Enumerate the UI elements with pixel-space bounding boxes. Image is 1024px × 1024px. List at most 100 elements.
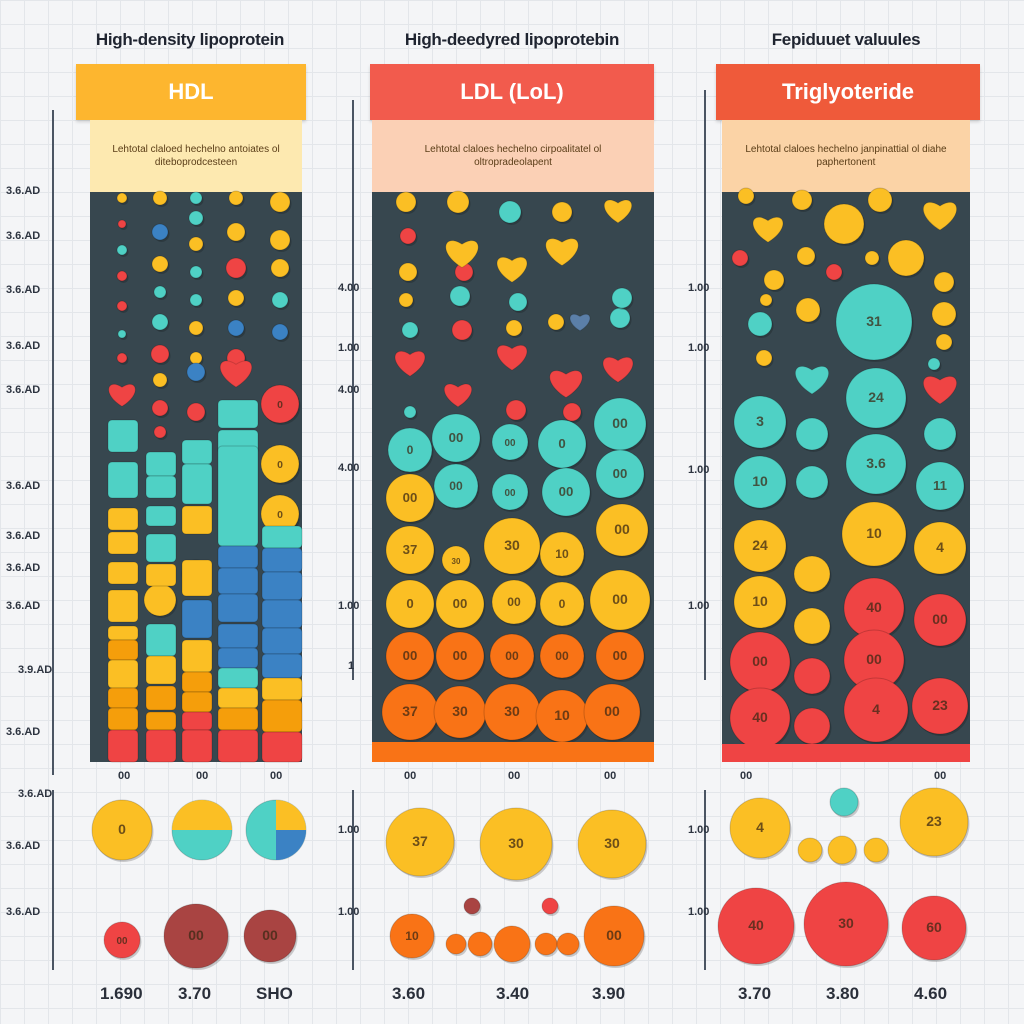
hdl-tick: 3.6.AD (6, 562, 41, 574)
hdl-particle (269, 191, 291, 213)
tg-particle (931, 301, 957, 327)
bubble-label: 37 (402, 703, 418, 719)
hdl-bar-segment (261, 525, 303, 549)
ldl-base-band (372, 742, 654, 762)
hdl-particle (117, 219, 127, 229)
bubble-label: 0 (277, 460, 283, 471)
bubble-label: 30 (504, 537, 520, 553)
ldl-particle (463, 897, 481, 915)
bubble-label: 00 (403, 648, 418, 663)
ldl-particle (551, 201, 573, 223)
hdl-bar-segment (217, 593, 259, 623)
tg-bubble (913, 521, 967, 575)
ldl-y-axis (352, 100, 354, 680)
bubble-label: 00 (613, 648, 628, 663)
ldl-bubble (491, 579, 537, 625)
ldl-bubble (385, 525, 435, 575)
tg-col-label: 00 (934, 770, 947, 782)
ldl-tick: 1 (348, 660, 355, 672)
tg-particle (935, 333, 953, 351)
bubble-label: 4 (936, 539, 944, 555)
ldl-bubble (595, 631, 645, 681)
ldl-tick: 4.00 (338, 384, 360, 396)
hdl-particle (270, 258, 290, 278)
bubble-label: 37 (412, 833, 428, 849)
hdl-particle (143, 583, 177, 617)
hdl-bar-segment (145, 623, 177, 657)
hdl-bottom-value: 3.70 (178, 984, 212, 1003)
tg-bubble (845, 367, 907, 429)
tg-particle (795, 417, 829, 451)
heart-icon (603, 199, 633, 224)
ldl-subtitle: Lehtotal claloes hechelno cirpoalitatel … (372, 120, 654, 192)
heart-icon (108, 383, 136, 407)
bubble-label: 10 (554, 707, 570, 723)
hdl-bar-segment (181, 505, 213, 535)
ldl-particle (534, 932, 558, 956)
hdl-tick: 3.6.AD (6, 384, 41, 396)
hdl-bar-segment (107, 419, 139, 453)
hdl-particle (150, 344, 170, 364)
bubble-label: 00 (453, 648, 468, 663)
hdl-particle (151, 255, 169, 273)
ldl-bubble (491, 473, 529, 511)
hdl-particle (151, 223, 169, 241)
ldl-particle (609, 307, 631, 329)
tg-particle (827, 835, 857, 865)
tg-result-bubble (729, 797, 791, 859)
bubble-label: 24 (752, 537, 768, 553)
heart-icon (496, 256, 528, 283)
tg-bubble (913, 593, 967, 647)
bubble-label: 37 (403, 542, 418, 557)
hdl-panel-title: High-density lipoprotein (95, 30, 285, 49)
bubble-label: 00 (403, 490, 418, 505)
bubble-label: 00 (866, 651, 882, 667)
hdl-particle (186, 402, 206, 422)
ldl-particle (541, 897, 559, 915)
tg-bubble (845, 433, 907, 495)
hdl-y-axis (52, 110, 54, 775)
ldl-particle (449, 285, 471, 307)
bubble-label: 30 (838, 915, 854, 931)
ldl-particle (505, 399, 527, 421)
tg-bubble (841, 501, 907, 567)
bubble-label: 30 (604, 835, 620, 851)
bubble-label: 4 (872, 701, 880, 717)
bubble-label: 0 (406, 596, 413, 611)
hdl-bar-segment (261, 653, 303, 679)
bubble-label: 0 (277, 400, 283, 411)
bubble-label: 0 (277, 510, 283, 521)
hdl-result-pie-slice (276, 830, 306, 860)
bubble-label: 40 (866, 599, 882, 615)
heart-icon (752, 216, 784, 243)
tg-header: Triglyoteride (716, 64, 980, 120)
hdl-bar-segment (181, 639, 213, 673)
tg-particle (825, 263, 843, 281)
ldl-col-label: 00 (508, 770, 521, 782)
heart-icon (922, 201, 958, 231)
bubble-label: 3.6 (866, 455, 886, 471)
hdl-result-bubble (103, 921, 141, 959)
hdl-lower-tick: 3.6.AD (18, 788, 53, 800)
hdl-bar-segment (107, 625, 139, 641)
tg-particle (863, 837, 889, 863)
ldl-bubble (385, 579, 435, 629)
ldl-bubble (433, 463, 479, 509)
bubble-label: 00 (117, 936, 128, 947)
hdl-tick: 3.6.AD (6, 230, 41, 242)
hdl-particle (188, 320, 204, 336)
tg-particle (795, 297, 821, 323)
tg-bottom-value: 3.80 (826, 984, 860, 1003)
hdl-particle (152, 372, 168, 388)
heart-icon (545, 238, 579, 267)
hdl-bubble (260, 384, 300, 424)
tg-particle (791, 189, 813, 211)
tg-particle (933, 271, 955, 293)
bubble-label: 10 (555, 547, 569, 561)
ldl-particle (508, 292, 528, 312)
ldl-result-bubble (577, 809, 647, 879)
bubble-label: 00 (604, 703, 620, 719)
tg-result-bubble (717, 887, 795, 965)
bubble-label: 10 (752, 593, 768, 609)
